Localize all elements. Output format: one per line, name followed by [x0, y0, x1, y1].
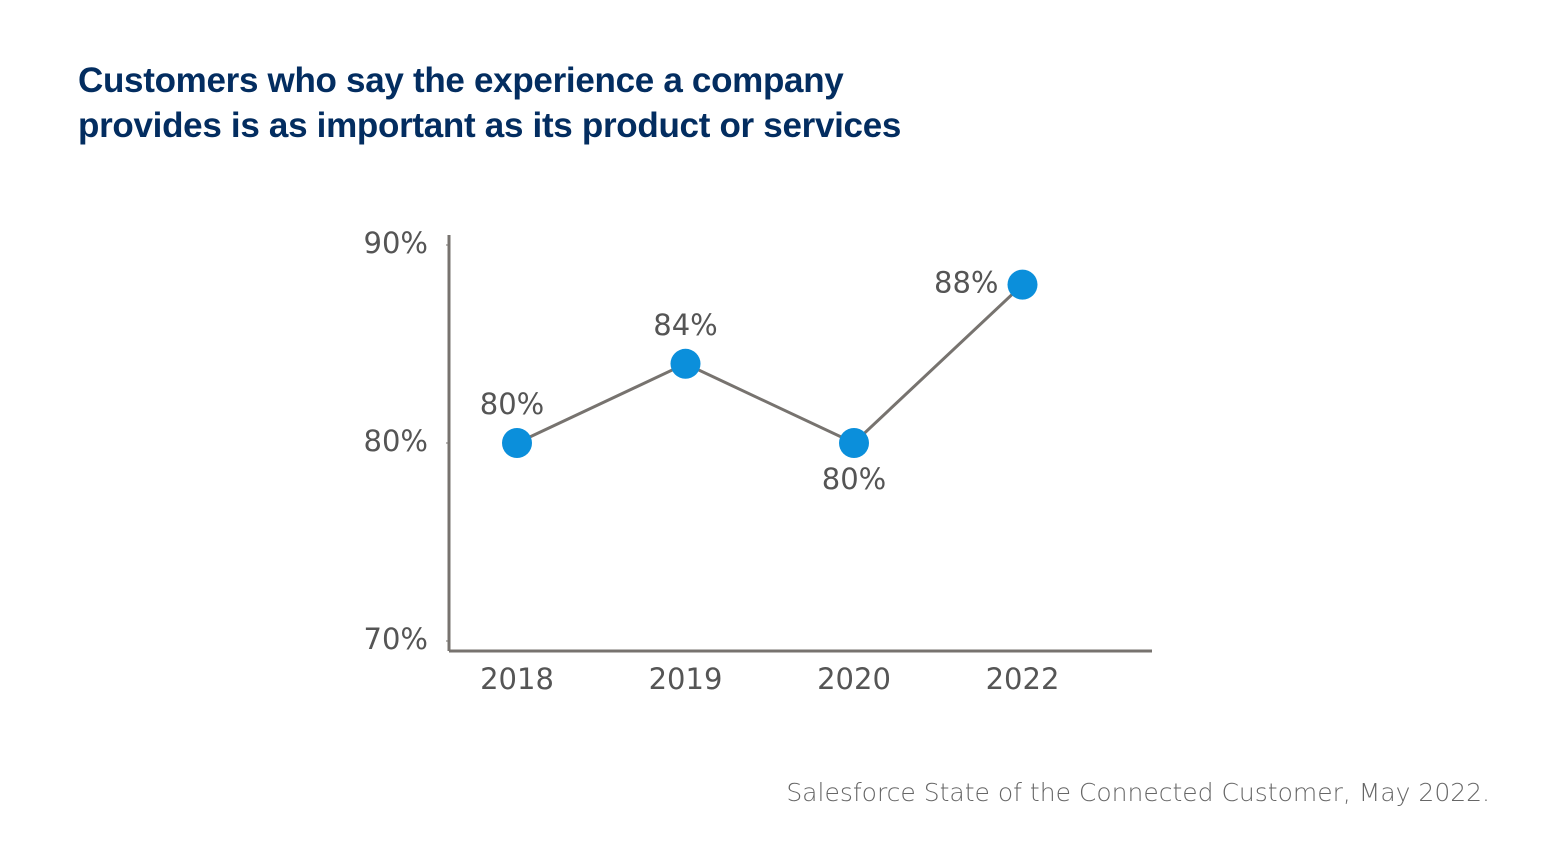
data-label: 88% [934, 266, 998, 300]
y-tick-label: 90% [364, 226, 428, 260]
x-tick-label: 2020 [817, 662, 891, 696]
data-label: 80% [480, 387, 544, 421]
data-point [1007, 269, 1038, 300]
data-label: 80% [822, 462, 886, 496]
x-tick-label: 2019 [649, 662, 723, 696]
data-label: 84% [653, 308, 717, 342]
source-note: Salesforce State of the Connected Custom… [786, 778, 1490, 807]
data-point [502, 428, 532, 458]
x-tick-label: 2018 [480, 662, 554, 696]
data-point [670, 348, 701, 379]
y-tick-label: 70% [364, 622, 428, 656]
y-tick-label: 80% [364, 424, 428, 458]
data-point [839, 428, 869, 458]
line [516, 283, 1024, 445]
x-tick-label: 2022 [986, 662, 1060, 696]
chart-title: Customers who say the experience a compa… [78, 61, 902, 145]
